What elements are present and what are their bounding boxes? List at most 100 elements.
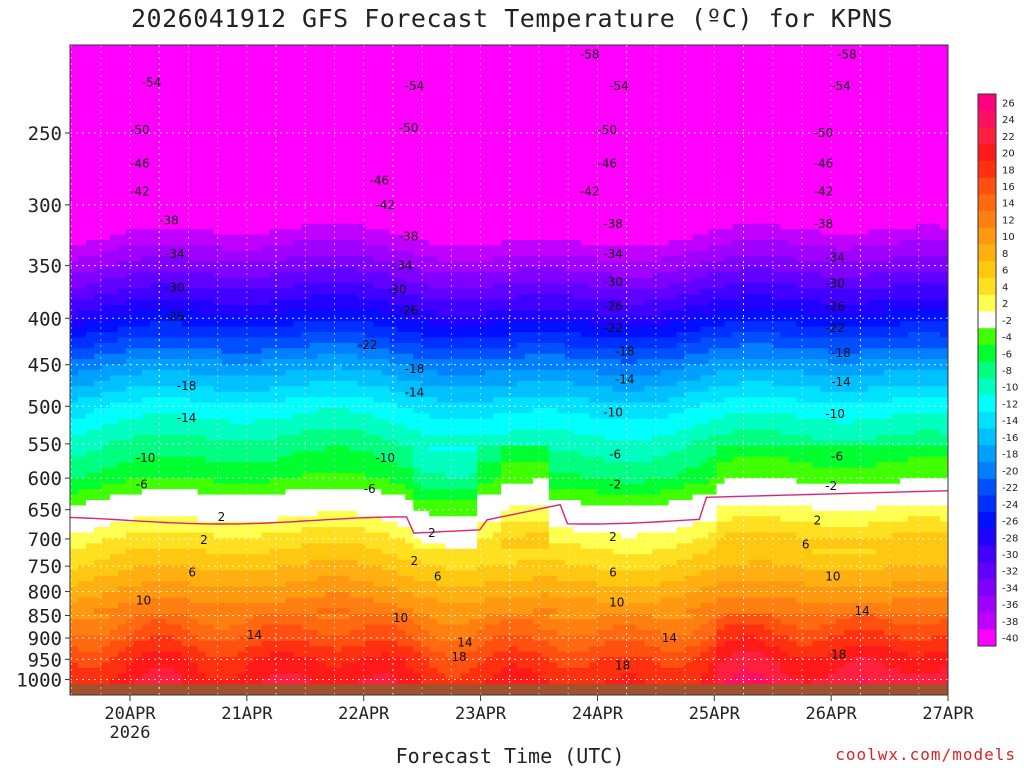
field-cell xyxy=(101,72,111,79)
field-cell xyxy=(405,272,414,279)
field-cell xyxy=(413,77,422,84)
field-cell xyxy=(740,272,750,279)
field-cell xyxy=(365,277,374,284)
field-cell xyxy=(524,93,534,100)
field-cell xyxy=(165,245,175,252)
field-cell xyxy=(772,72,781,79)
field-cell xyxy=(501,223,510,230)
field-cell xyxy=(189,77,199,84)
field-cell xyxy=(149,158,159,165)
field-cell xyxy=(421,212,430,219)
field-cell xyxy=(756,104,766,111)
field-cell xyxy=(461,185,470,192)
field-cell xyxy=(117,93,127,100)
field-cell xyxy=(101,88,111,95)
field-cell xyxy=(540,175,550,182)
field-cell xyxy=(596,50,606,57)
field-cell xyxy=(101,153,111,160)
field-cell xyxy=(764,250,773,257)
field-cell xyxy=(748,55,758,62)
field-cell xyxy=(604,158,614,165)
field-cell xyxy=(516,250,526,257)
field-cell xyxy=(405,72,414,79)
field-cell xyxy=(413,142,422,149)
field-cell xyxy=(349,261,358,268)
field-cell xyxy=(133,196,143,203)
field-cell xyxy=(820,131,829,138)
field-cell xyxy=(301,164,311,171)
field-cell xyxy=(357,61,366,68)
field-cell xyxy=(461,180,470,187)
field-cell xyxy=(716,212,726,219)
field-cell xyxy=(772,115,781,122)
field-cell xyxy=(341,283,350,290)
field-cell xyxy=(277,223,287,230)
field-cell xyxy=(884,153,893,160)
field-cell xyxy=(796,223,805,230)
field-cell xyxy=(357,158,366,165)
field-cell xyxy=(309,212,319,219)
field-cell xyxy=(748,82,758,89)
field-cell xyxy=(485,191,494,198)
field-cell xyxy=(501,283,510,290)
field-cell xyxy=(429,45,438,52)
field-cell xyxy=(876,66,885,73)
field-cell xyxy=(245,153,255,160)
field-cell xyxy=(572,142,582,149)
field-cell xyxy=(237,104,247,111)
field-cell xyxy=(692,66,702,73)
field-cell xyxy=(509,234,518,241)
field-cell xyxy=(133,115,143,122)
field-cell xyxy=(205,283,215,290)
field-cell xyxy=(381,147,390,154)
field-cell xyxy=(700,61,710,68)
field-cell xyxy=(341,88,350,95)
field-cell xyxy=(884,115,893,122)
field-cell xyxy=(413,212,422,219)
field-cell xyxy=(860,180,869,187)
field-cell xyxy=(261,131,271,138)
field-cell xyxy=(149,72,159,79)
field-cell xyxy=(524,50,534,57)
field-cell xyxy=(245,120,255,127)
field-cell xyxy=(780,142,789,149)
field-cell xyxy=(437,50,446,57)
field-cell xyxy=(85,153,95,160)
field-cell xyxy=(636,267,646,274)
field-cell xyxy=(564,82,574,89)
field-cell xyxy=(612,153,622,160)
field-cell xyxy=(668,202,678,209)
field-cell xyxy=(277,82,287,89)
field-cell xyxy=(860,104,869,111)
field-cell xyxy=(301,50,311,57)
field-cell xyxy=(181,137,191,144)
field-cell xyxy=(245,256,255,263)
field-cell xyxy=(261,137,271,144)
field-cell xyxy=(181,77,191,84)
field-cell xyxy=(269,82,279,89)
field-cell xyxy=(461,88,470,95)
field-cell xyxy=(461,283,470,290)
field-cell xyxy=(285,66,295,73)
field-cell xyxy=(700,272,710,279)
field-cell xyxy=(293,120,303,127)
field-cell xyxy=(421,82,430,89)
field-cell xyxy=(205,82,215,89)
field-cell xyxy=(469,277,478,284)
field-cell xyxy=(109,223,119,230)
field-cell xyxy=(564,66,574,73)
field-cell xyxy=(620,250,630,257)
field-cell xyxy=(397,110,406,117)
field-cell xyxy=(125,137,135,144)
field-cell xyxy=(101,45,111,52)
field-cell xyxy=(365,66,374,73)
field-cell xyxy=(381,158,390,165)
field-cell xyxy=(660,207,670,214)
field-cell xyxy=(820,55,829,62)
field-cell xyxy=(509,55,518,62)
field-cell xyxy=(493,283,502,290)
field-cell xyxy=(357,261,366,268)
field-cell xyxy=(764,175,773,182)
field-cell xyxy=(117,267,127,274)
field-cell xyxy=(141,277,151,284)
